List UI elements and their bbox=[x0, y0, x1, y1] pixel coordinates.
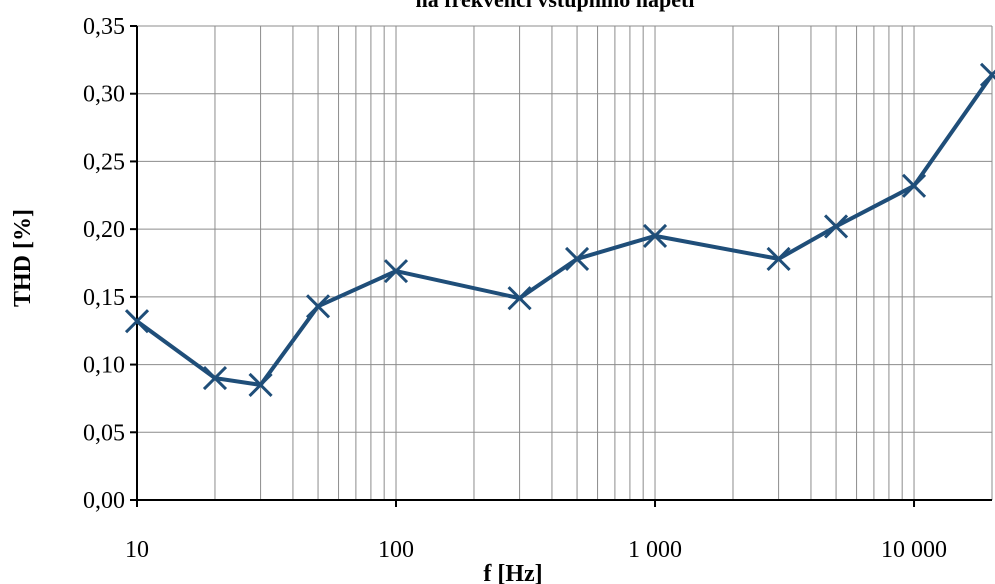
data-point-marker bbox=[124, 309, 150, 334]
x-tick-label: 100 bbox=[378, 537, 414, 563]
x-tick-labels: 10 100 1 000 10 000 bbox=[125, 537, 947, 563]
y-tick-label: 0,20 bbox=[83, 217, 125, 243]
data-point-marker bbox=[305, 294, 331, 319]
data-point-marker bbox=[901, 173, 927, 198]
y-tick-label: 0,35 bbox=[83, 14, 125, 40]
data-point-marker bbox=[823, 214, 849, 239]
series-line bbox=[135, 73, 994, 387]
y-tick-label: 0,25 bbox=[83, 149, 125, 175]
data-point-marker bbox=[979, 62, 995, 87]
y-axis-label: THD [%] bbox=[10, 209, 36, 307]
y-tick-labels: 0,00 0,05 0,10 0,15 0,20 0,25 0,30 0,35 bbox=[83, 14, 125, 514]
x-tick-label: 10 bbox=[125, 537, 149, 563]
grid-lines bbox=[137, 25, 993, 500]
x-axis-label: f [Hz] bbox=[483, 561, 542, 584]
data-point-marker bbox=[248, 372, 273, 397]
y-tick-label: 0,15 bbox=[83, 285, 125, 311]
axes bbox=[130, 25, 992, 507]
x-tick-label: 1 000 bbox=[628, 537, 682, 563]
y-tick-label: 0,00 bbox=[83, 488, 125, 514]
data-point-marker bbox=[564, 246, 590, 271]
y-tick-label: 0,10 bbox=[83, 353, 125, 379]
data-point-marker bbox=[383, 259, 409, 284]
data-point-marker bbox=[507, 286, 532, 311]
data-point-marker bbox=[202, 366, 228, 391]
data-series bbox=[124, 62, 995, 397]
x-tick-label: 10 000 bbox=[881, 537, 947, 563]
data-point-marker bbox=[766, 246, 791, 271]
y-tick-label: 0,30 bbox=[83, 82, 125, 108]
y-tick-label: 0,05 bbox=[83, 420, 125, 446]
chart-title: na frekvenci vstupního napětí bbox=[416, 0, 696, 12]
data-point-marker bbox=[642, 223, 668, 248]
